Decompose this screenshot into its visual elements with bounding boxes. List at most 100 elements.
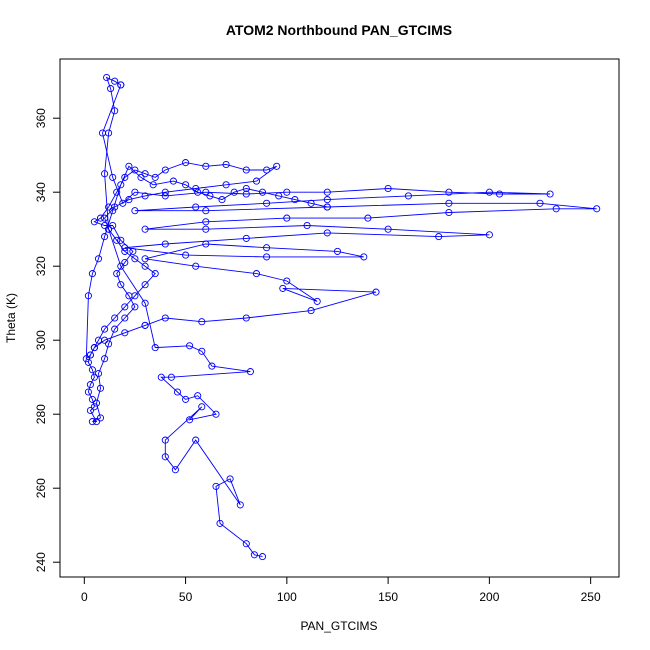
data-point <box>445 208 453 217</box>
y-tick-label: 360 <box>34 108 48 128</box>
data-point <box>96 384 105 392</box>
data-point <box>216 519 224 527</box>
data-point <box>141 299 149 307</box>
data-point <box>242 190 250 198</box>
data-point <box>117 262 125 270</box>
y-tick-label: 340 <box>34 182 48 202</box>
data-point <box>96 414 105 422</box>
data-point <box>552 205 560 213</box>
data-point <box>242 184 250 193</box>
data-point <box>101 214 109 222</box>
data-point <box>230 188 238 196</box>
y-tick-label: 280 <box>34 404 48 424</box>
data-point <box>109 173 117 181</box>
data-point <box>141 321 149 329</box>
x-axis: 0 50 100 150 200 250 <box>81 576 601 604</box>
y-axis: 240 260 280 300 320 340 360 <box>34 108 61 572</box>
data-point <box>131 292 139 300</box>
data-point <box>360 253 368 261</box>
data-point <box>161 314 169 322</box>
data-point <box>242 234 250 242</box>
data-point <box>90 218 98 226</box>
data-point <box>94 255 103 263</box>
data-point <box>275 192 283 200</box>
data-point <box>202 240 210 248</box>
data-point <box>258 188 267 196</box>
x-tick-label: 200 <box>479 590 499 604</box>
data-point <box>101 355 109 363</box>
data-point <box>182 251 190 259</box>
data-point <box>141 281 149 289</box>
data-point <box>182 395 190 403</box>
x-tick-label: 150 <box>378 590 398 604</box>
chart-title: ATOM2 Northbound PAN_GTCIMS <box>226 22 452 38</box>
data-point <box>113 188 121 196</box>
data-point <box>246 368 254 376</box>
series-line <box>85 162 328 423</box>
data-point <box>151 270 159 278</box>
data-point <box>94 336 103 344</box>
data-point <box>218 196 226 204</box>
data-point <box>593 205 601 213</box>
data-point <box>86 381 94 389</box>
data-point <box>121 244 129 252</box>
data-point <box>101 170 109 178</box>
data-point <box>161 166 169 174</box>
data-point <box>384 184 392 193</box>
data-point <box>236 501 244 509</box>
data-point <box>167 373 175 381</box>
data-point <box>121 329 129 337</box>
data-point <box>198 403 206 411</box>
data-point <box>141 225 149 233</box>
data-point <box>485 188 493 196</box>
data-point <box>192 203 200 211</box>
data-point <box>333 247 342 255</box>
data-point <box>111 107 119 115</box>
data-point <box>92 399 101 407</box>
data-point <box>117 281 125 289</box>
data-point <box>404 192 412 200</box>
data-point <box>202 188 210 196</box>
data-point <box>283 188 291 196</box>
x-tick-label: 50 <box>179 590 193 604</box>
data-point <box>107 85 115 93</box>
data-point <box>90 403 98 411</box>
data-point <box>485 231 493 239</box>
data-point <box>313 297 321 305</box>
data-point <box>194 392 202 400</box>
data-point <box>141 192 149 200</box>
data-point <box>121 303 129 311</box>
data-point <box>192 436 200 444</box>
data-point <box>546 190 554 198</box>
data-point <box>263 253 271 261</box>
data-point <box>372 288 380 296</box>
data-point <box>291 196 299 204</box>
data-point <box>151 344 159 352</box>
data-point <box>171 466 179 474</box>
data-point <box>141 170 149 178</box>
data-point <box>131 207 139 215</box>
data-point <box>206 192 214 200</box>
data-point <box>364 214 372 222</box>
series-line <box>102 84 597 326</box>
y-tick-label: 260 <box>34 478 48 498</box>
data-point <box>263 199 271 207</box>
data-point <box>384 225 392 233</box>
data-point <box>182 159 190 167</box>
data-point <box>161 453 169 461</box>
data-point <box>94 369 103 378</box>
data-point <box>198 347 206 355</box>
data-point <box>182 181 190 189</box>
x-tick-label: 0 <box>81 590 88 604</box>
data-point <box>103 73 111 82</box>
data-point <box>88 418 96 426</box>
data-point <box>208 362 216 370</box>
data-point <box>252 177 261 185</box>
data-point <box>495 190 504 198</box>
data-point <box>111 203 119 211</box>
data-point <box>119 199 127 207</box>
data-point <box>96 214 105 222</box>
data-point <box>323 188 331 196</box>
x-axis-label: PAN_GTCIMS <box>300 619 377 633</box>
data-point <box>105 340 113 348</box>
